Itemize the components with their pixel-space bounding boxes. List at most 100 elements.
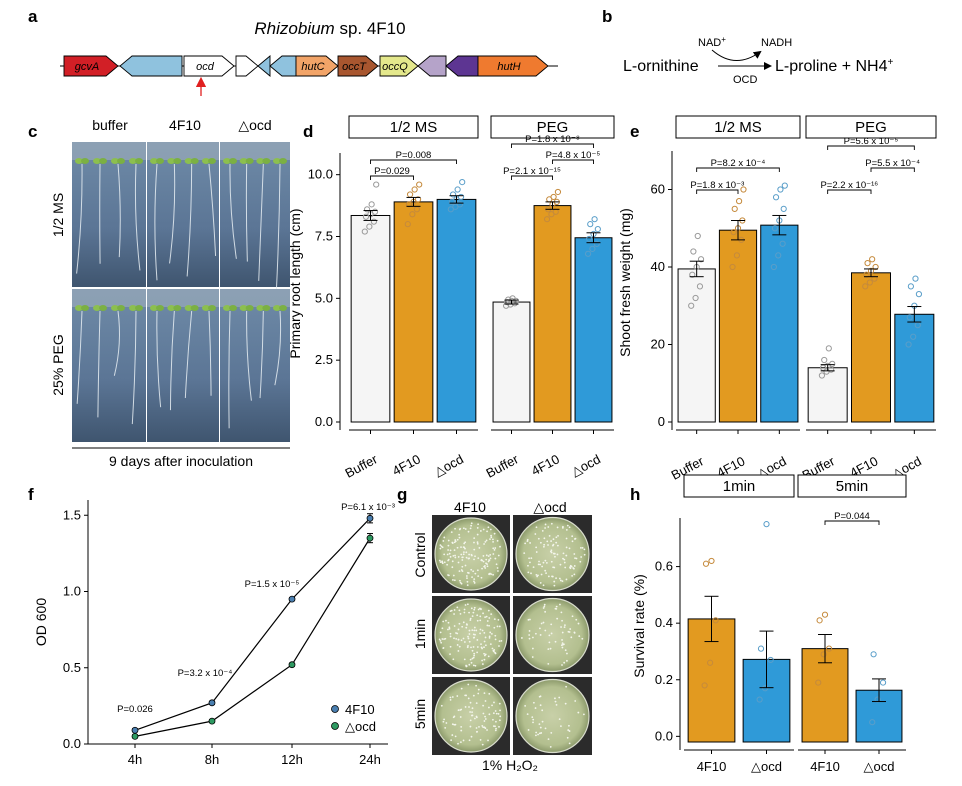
colony: [438, 638, 441, 641]
root-line: [76, 163, 83, 274]
col-label-4f10: 4F10: [169, 117, 201, 133]
colony: [566, 652, 568, 655]
colony: [550, 540, 552, 542]
colony: [489, 557, 492, 560]
root-line: [169, 310, 175, 411]
colony: [476, 542, 479, 545]
data-point: [770, 263, 777, 271]
data-point: [829, 360, 836, 367]
colony: [530, 557, 533, 560]
data-point: [584, 250, 592, 257]
sig-bracket: [370, 175, 414, 180]
colony: [496, 567, 499, 569]
colony: [469, 619, 472, 621]
data-point: [730, 229, 737, 236]
colony: [488, 617, 491, 619]
data-point: [733, 252, 741, 259]
gene-label: hutH: [497, 61, 520, 73]
plate-row-control: Control: [412, 532, 428, 577]
row-label-peg: 25% PEG: [50, 334, 66, 395]
colony: [484, 718, 487, 720]
colony: [469, 711, 472, 713]
sig-label: P=1.8 x 10⁻⁸: [525, 134, 580, 145]
gene-arrow: [337, 55, 379, 77]
colony: [439, 561, 442, 564]
colony: [448, 626, 451, 629]
colony: [477, 608, 480, 611]
leaf: [173, 305, 182, 311]
colony: [473, 537, 476, 540]
colony: [490, 632, 493, 635]
data-point: [915, 291, 923, 298]
data-point: [870, 651, 877, 658]
colony: [465, 694, 468, 697]
data-point: [775, 252, 782, 259]
colony: [494, 547, 497, 549]
colony: [532, 721, 534, 724]
colony: [460, 553, 463, 556]
colony: [454, 556, 457, 559]
leaf: [117, 158, 125, 164]
panel-label-c: c: [28, 122, 37, 141]
x-tick-label: 4F10: [697, 759, 727, 774]
colony: [547, 648, 550, 651]
colony: [493, 532, 496, 535]
colony: [464, 541, 467, 544]
colony: [475, 629, 478, 632]
colony: [470, 554, 473, 557]
bar: [492, 301, 531, 423]
colony: [467, 557, 470, 560]
colony: [492, 718, 494, 721]
colony: [438, 559, 441, 562]
colony: [447, 544, 450, 547]
colony: [484, 567, 487, 569]
colony: [466, 571, 469, 574]
enzyme-label: OCD: [733, 74, 758, 86]
colony: [489, 528, 492, 531]
leaf: [262, 158, 271, 164]
gene-label: ocd: [196, 61, 215, 73]
y-tick-label: 10.0: [308, 167, 333, 182]
sig-label: P=2.2 x 10⁻¹⁶: [820, 180, 878, 191]
colony: [473, 580, 475, 583]
colony: [453, 609, 456, 611]
colony: [534, 533, 537, 535]
colony: [531, 656, 534, 658]
colony: [537, 563, 540, 566]
colony: [493, 618, 496, 621]
colony: [453, 613, 455, 615]
colony: [487, 739, 489, 742]
colony: [477, 688, 480, 691]
colony: [460, 639, 463, 642]
x-tick-label: △ocd: [432, 451, 466, 479]
colony: [447, 621, 450, 624]
colony: [467, 683, 470, 686]
leaf: [111, 305, 119, 311]
colony: [452, 658, 455, 661]
gene-arrow: [379, 55, 419, 77]
colony: [573, 573, 576, 576]
colony: [573, 553, 576, 555]
x-tick-label: Buffer: [483, 451, 521, 481]
colony: [561, 631, 564, 634]
colony: [453, 549, 456, 552]
colony: [476, 533, 479, 536]
leaf: [93, 305, 101, 311]
series-point: [366, 534, 374, 542]
colony: [563, 643, 565, 646]
data-point: [554, 188, 562, 196]
x-tick-label: △ocd: [864, 759, 895, 774]
p-value-label: P=1.5 x 10⁻⁵: [245, 579, 300, 590]
y-axis-label: OD 600: [33, 598, 49, 646]
petri-dish: [434, 517, 508, 591]
colony: [577, 622, 580, 625]
bar: [533, 205, 572, 423]
colony: [478, 725, 480, 728]
seedling-photo: [72, 142, 146, 287]
colony: [583, 553, 586, 556]
colony: [476, 646, 479, 648]
colony: [483, 543, 485, 545]
leaf: [129, 158, 137, 164]
colony: [528, 637, 531, 640]
colony: [462, 621, 465, 624]
